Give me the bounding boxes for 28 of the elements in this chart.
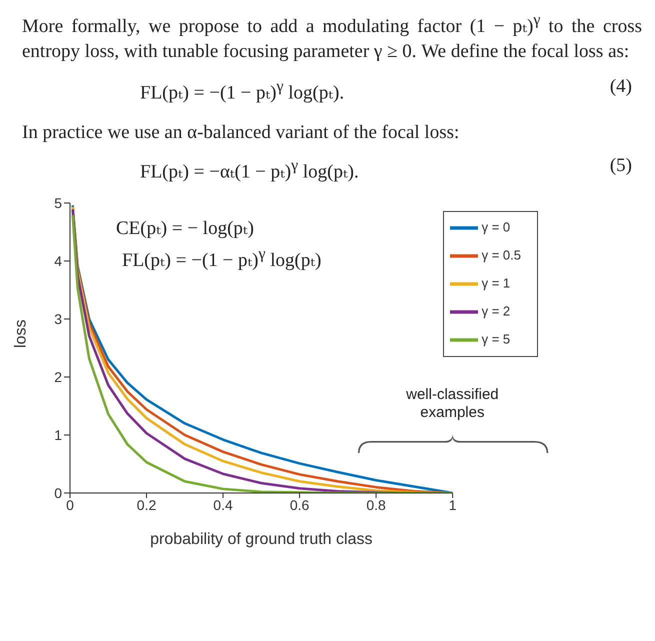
y-tick-label: 0 — [54, 484, 62, 501]
text: FL(pₜ) = −αₜ(1 − pₜ)$^{γ}$ log(pₜ). — [140, 156, 359, 184]
legend-label: γ = 0.5 — [482, 247, 521, 262]
legend-label: γ = 1 — [482, 275, 510, 290]
x-axis-title: probability of ground truth class — [150, 530, 372, 548]
annotation: well-classified examples — [406, 386, 499, 421]
text: (5) — [610, 154, 632, 178]
x-tick-label: 0.6 — [290, 496, 310, 513]
y-axis-title: loss — [12, 320, 30, 348]
legend-label: γ = 2 — [482, 303, 510, 318]
y-tick-label: 2 — [54, 368, 62, 385]
x-tick-label: 0.8 — [366, 496, 386, 513]
x-tick-label: 0.2 — [136, 496, 156, 513]
text: In practice we use an α-balanced variant of the focal loss: — [22, 122, 460, 143]
legend-label: γ = 5 — [482, 331, 510, 346]
y-tick-label: 1 — [54, 426, 62, 443]
text: (4) — [610, 75, 632, 100]
x-tick-label: 1 — [448, 496, 457, 513]
x-tick-label: 0.4 — [213, 496, 233, 513]
text: FL(pₜ) = −(1 − pₜ)$^{γ}$ log(pₜ). — [140, 77, 344, 106]
x-tick-label: 0 — [66, 496, 74, 513]
y-tick-label: 4 — [54, 252, 62, 269]
annotation: CE(pₜ) = − log(pₜ) — [116, 218, 254, 239]
annotation: FL(pₜ) = −(1 − pₜ)$^{γ}$ log(pₜ) — [122, 246, 322, 272]
text: More formally, we propose to add a modulating factor (1 − pₜ)$^{γ}$ to the cross entropy loss, with tunable focusing parameter γ ≥ 0. We define the focal loss as: — [22, 12, 642, 62]
legend-label: γ = 0 — [482, 219, 510, 234]
y-tick-label: 5 — [54, 194, 62, 211]
y-tick-label: 3 — [54, 310, 62, 327]
